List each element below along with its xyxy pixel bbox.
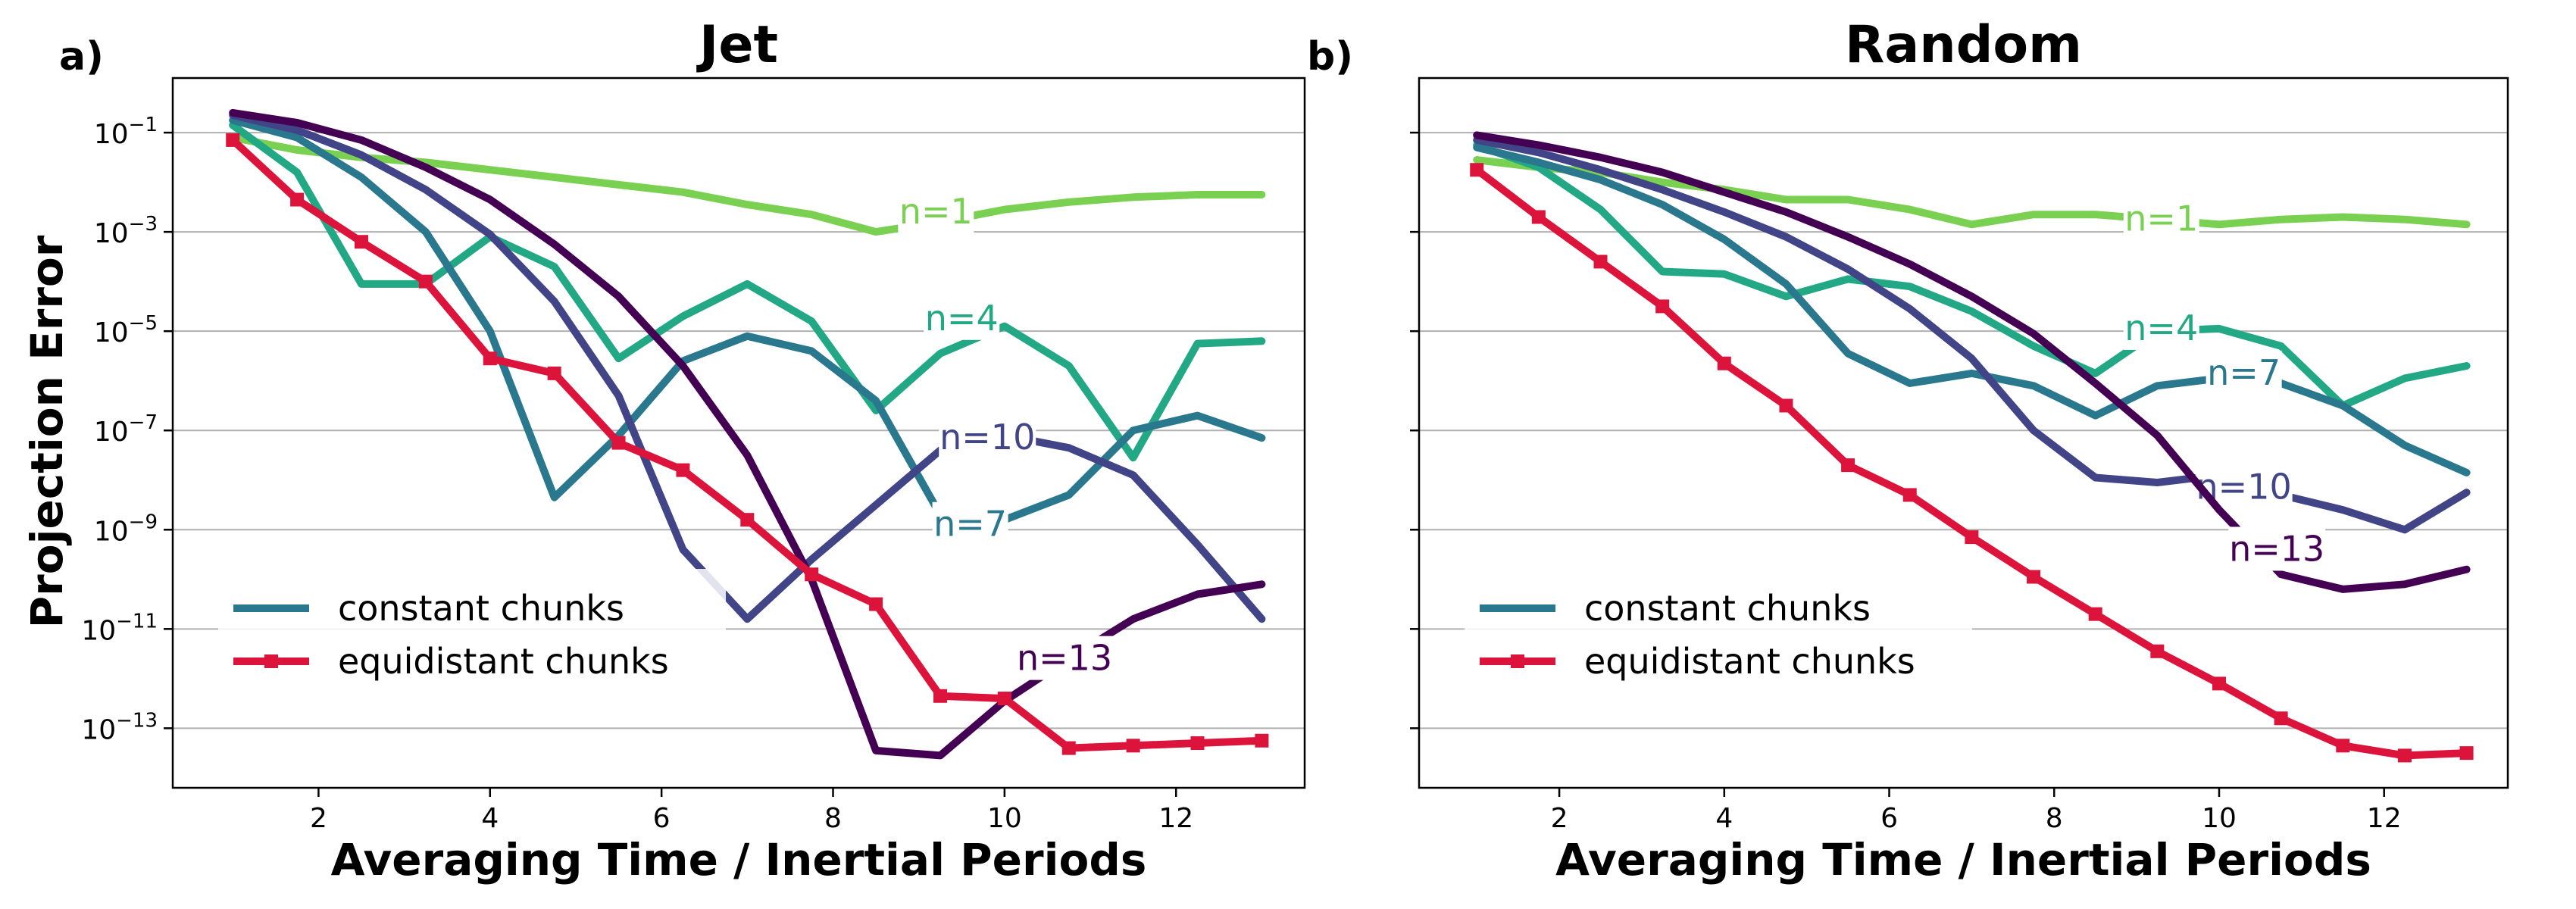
data-point [1593, 255, 1608, 269]
data-point [2088, 607, 2102, 621]
data-point [2336, 739, 2350, 753]
data-point [1779, 398, 1793, 413]
line-label-background [932, 501, 1008, 546]
data-point [1190, 736, 1205, 751]
x-tick-label: 2 [310, 803, 327, 834]
x-tick-label: 12 [2367, 803, 2402, 834]
series-line-n-7 [229, 116, 1266, 524]
data-point [2212, 676, 2226, 691]
line-label-background [2206, 350, 2282, 395]
line-label: n=13 [1017, 638, 1112, 679]
data-point [611, 436, 626, 450]
line-label: n=10 [939, 417, 1035, 458]
legend-label: constant chunks [338, 588, 624, 629]
data-point [740, 513, 755, 527]
line-label: n=13 [2229, 528, 2324, 569]
data-point [1126, 739, 1140, 753]
panel-letter: b) [1307, 34, 1353, 80]
data-point [676, 463, 690, 477]
data-point [1717, 356, 1731, 370]
line-label: n=7 [2207, 352, 2281, 393]
data-point [869, 597, 883, 611]
data-point [1255, 733, 1269, 748]
line-label: n=1 [899, 191, 973, 232]
line-label-background [924, 295, 1000, 340]
series-line-n-7 [1473, 143, 2471, 476]
legend-label: equidistant chunks [338, 641, 669, 682]
x-tick-label: 10 [2202, 803, 2237, 834]
data-point [355, 235, 368, 249]
panel-title: Jet [696, 15, 778, 75]
series-line-n-1 [1473, 156, 2471, 229]
data-point [2150, 644, 2165, 658]
data-point [1965, 530, 1979, 545]
series-line-n-10 [1473, 136, 2471, 534]
x-tick-label: 8 [2046, 803, 2063, 834]
legend-label: equidistant chunks [1584, 641, 1915, 682]
x-axis-title: Averaging Time / Inertial Periods [1555, 834, 2371, 886]
data-point [2397, 748, 2412, 763]
legend-marker [264, 654, 278, 668]
legend-label: constant chunks [1584, 588, 1871, 629]
data-point [1470, 163, 1484, 177]
data-point [1061, 741, 1076, 755]
data-point [805, 567, 819, 582]
panel-title: Random [1845, 15, 2082, 75]
line-label-background [2228, 526, 2326, 571]
x-tick-label: 2 [1551, 803, 1568, 834]
line-label-background [2123, 305, 2199, 350]
data-point [483, 351, 497, 366]
line-label: n=7 [933, 504, 1007, 545]
x-tick-label: 10 [987, 803, 1022, 834]
legend-marker [1511, 654, 1524, 668]
x-tick-label: 4 [481, 803, 499, 834]
line-label-background [898, 189, 974, 233]
series-line-n-10 [229, 111, 1266, 623]
legend-background [1465, 569, 1972, 689]
line-label: n=1 [2124, 198, 2198, 239]
y-axis-title: Projection Error [21, 235, 73, 628]
legend: constant chunks equidistant chunks [218, 569, 726, 689]
plot-frame [1418, 77, 2509, 789]
x-tick-label: 12 [1158, 803, 1193, 834]
plot-frame [171, 77, 1306, 789]
series-line-n-4 [1473, 141, 2471, 410]
line-label: n=4 [2124, 308, 2198, 348]
legend: constant chunks equidistant chunks [1465, 569, 1972, 689]
data-point [933, 689, 947, 703]
series-line-n-4 [229, 121, 1266, 462]
data-point [2274, 711, 2288, 726]
data-point [1841, 458, 1855, 473]
data-point [1655, 299, 1670, 314]
data-point [997, 692, 1011, 706]
x-tick-label: 6 [653, 803, 671, 834]
data-point [547, 366, 561, 380]
x-tick-label: 6 [1880, 803, 1898, 834]
x-tick-label: 8 [824, 803, 842, 834]
line-label-background [1016, 636, 1114, 680]
data-point [1902, 488, 1917, 502]
data-point [290, 192, 305, 207]
line-label-background [2123, 196, 2199, 241]
series-line-n-13 [1473, 131, 2471, 593]
legend-background [218, 569, 726, 689]
panel-letter: a) [59, 34, 104, 80]
data-point [226, 133, 240, 147]
data-point [418, 274, 433, 289]
panel-random: n=1n=4n=7n=10n=132 4 6 8 10 12Randomb)Averagi… [1307, 15, 2509, 886]
line-label-background [939, 415, 1036, 460]
y-tick-label: 10−5 [94, 312, 158, 348]
data-point [2027, 570, 2041, 584]
x-tick-label: 4 [1715, 803, 1733, 834]
line-label: n=4 [925, 298, 999, 339]
data-point [2459, 746, 2474, 761]
x-axis-title: Averaging Time / Inertial Periods [331, 834, 1147, 886]
data-point [1531, 210, 1546, 224]
